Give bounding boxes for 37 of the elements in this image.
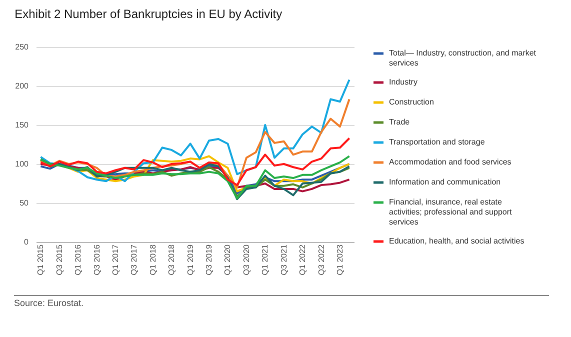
- y-tick-label: 0: [24, 238, 30, 246]
- y-tick-label: 200: [15, 82, 30, 90]
- x-tick-label: Q1 2019: [186, 244, 195, 276]
- x-tick-label: Q1 2021: [260, 244, 270, 276]
- legend-label: Total— Industry, construction, and market services: [389, 48, 537, 68]
- source-note: Source: Eurostat.: [14, 295, 549, 308]
- x-tick-label: Q1 2018: [148, 244, 158, 276]
- y-tick-label: 100: [15, 160, 30, 168]
- x-tick-label: Q1 2020: [223, 244, 232, 276]
- x-tick-label: Q1 2017: [111, 244, 120, 276]
- x-tick-label: Q3 2019: [204, 244, 214, 276]
- x-tick-label: Q1 2022: [298, 244, 308, 276]
- legend-label: Financial, insurance, real estate activities; professional and support services: [389, 198, 513, 226]
- x-tick-label: Q3 2022: [316, 244, 326, 276]
- x-tick-label: Q3 2018: [167, 244, 176, 276]
- legend-label: Education, health, and social activities: [389, 236, 524, 246]
- y-tick-label: 50: [20, 198, 30, 208]
- legend-label: Trade: [389, 118, 410, 126]
- line-series: [40, 78, 350, 182]
- legend-label: Accommodation and food services: [389, 158, 512, 166]
- x-tick-label: Q3 2021: [279, 244, 288, 276]
- x-tick-label: Q1 2023: [335, 244, 344, 276]
- x-tick-label: Q3 2017: [130, 244, 139, 276]
- chart-title: Exhibit 2 Number of Bankruptcies in EU by Activity: [14, 7, 282, 21]
- x-tick-label: Q3 2020: [242, 244, 251, 276]
- line-series: [40, 98, 350, 188]
- x-tick-label: Q1 2015: [36, 244, 46, 276]
- legend-label: Construction: [389, 98, 434, 106]
- legend-label: Information and communication: [389, 178, 501, 186]
- x-tick-label: Q3 2016: [92, 244, 102, 276]
- y-tick-label: 250: [15, 42, 30, 52]
- legend-label: Industry: [389, 78, 418, 86]
- x-tick-label: Q3 2015: [54, 244, 64, 276]
- x-tick-label: Q1 2016: [74, 244, 83, 276]
- line-series: [40, 137, 350, 186]
- y-tick-label: 150: [15, 120, 30, 130]
- legend-label: Transportation and storage: [389, 138, 486, 146]
